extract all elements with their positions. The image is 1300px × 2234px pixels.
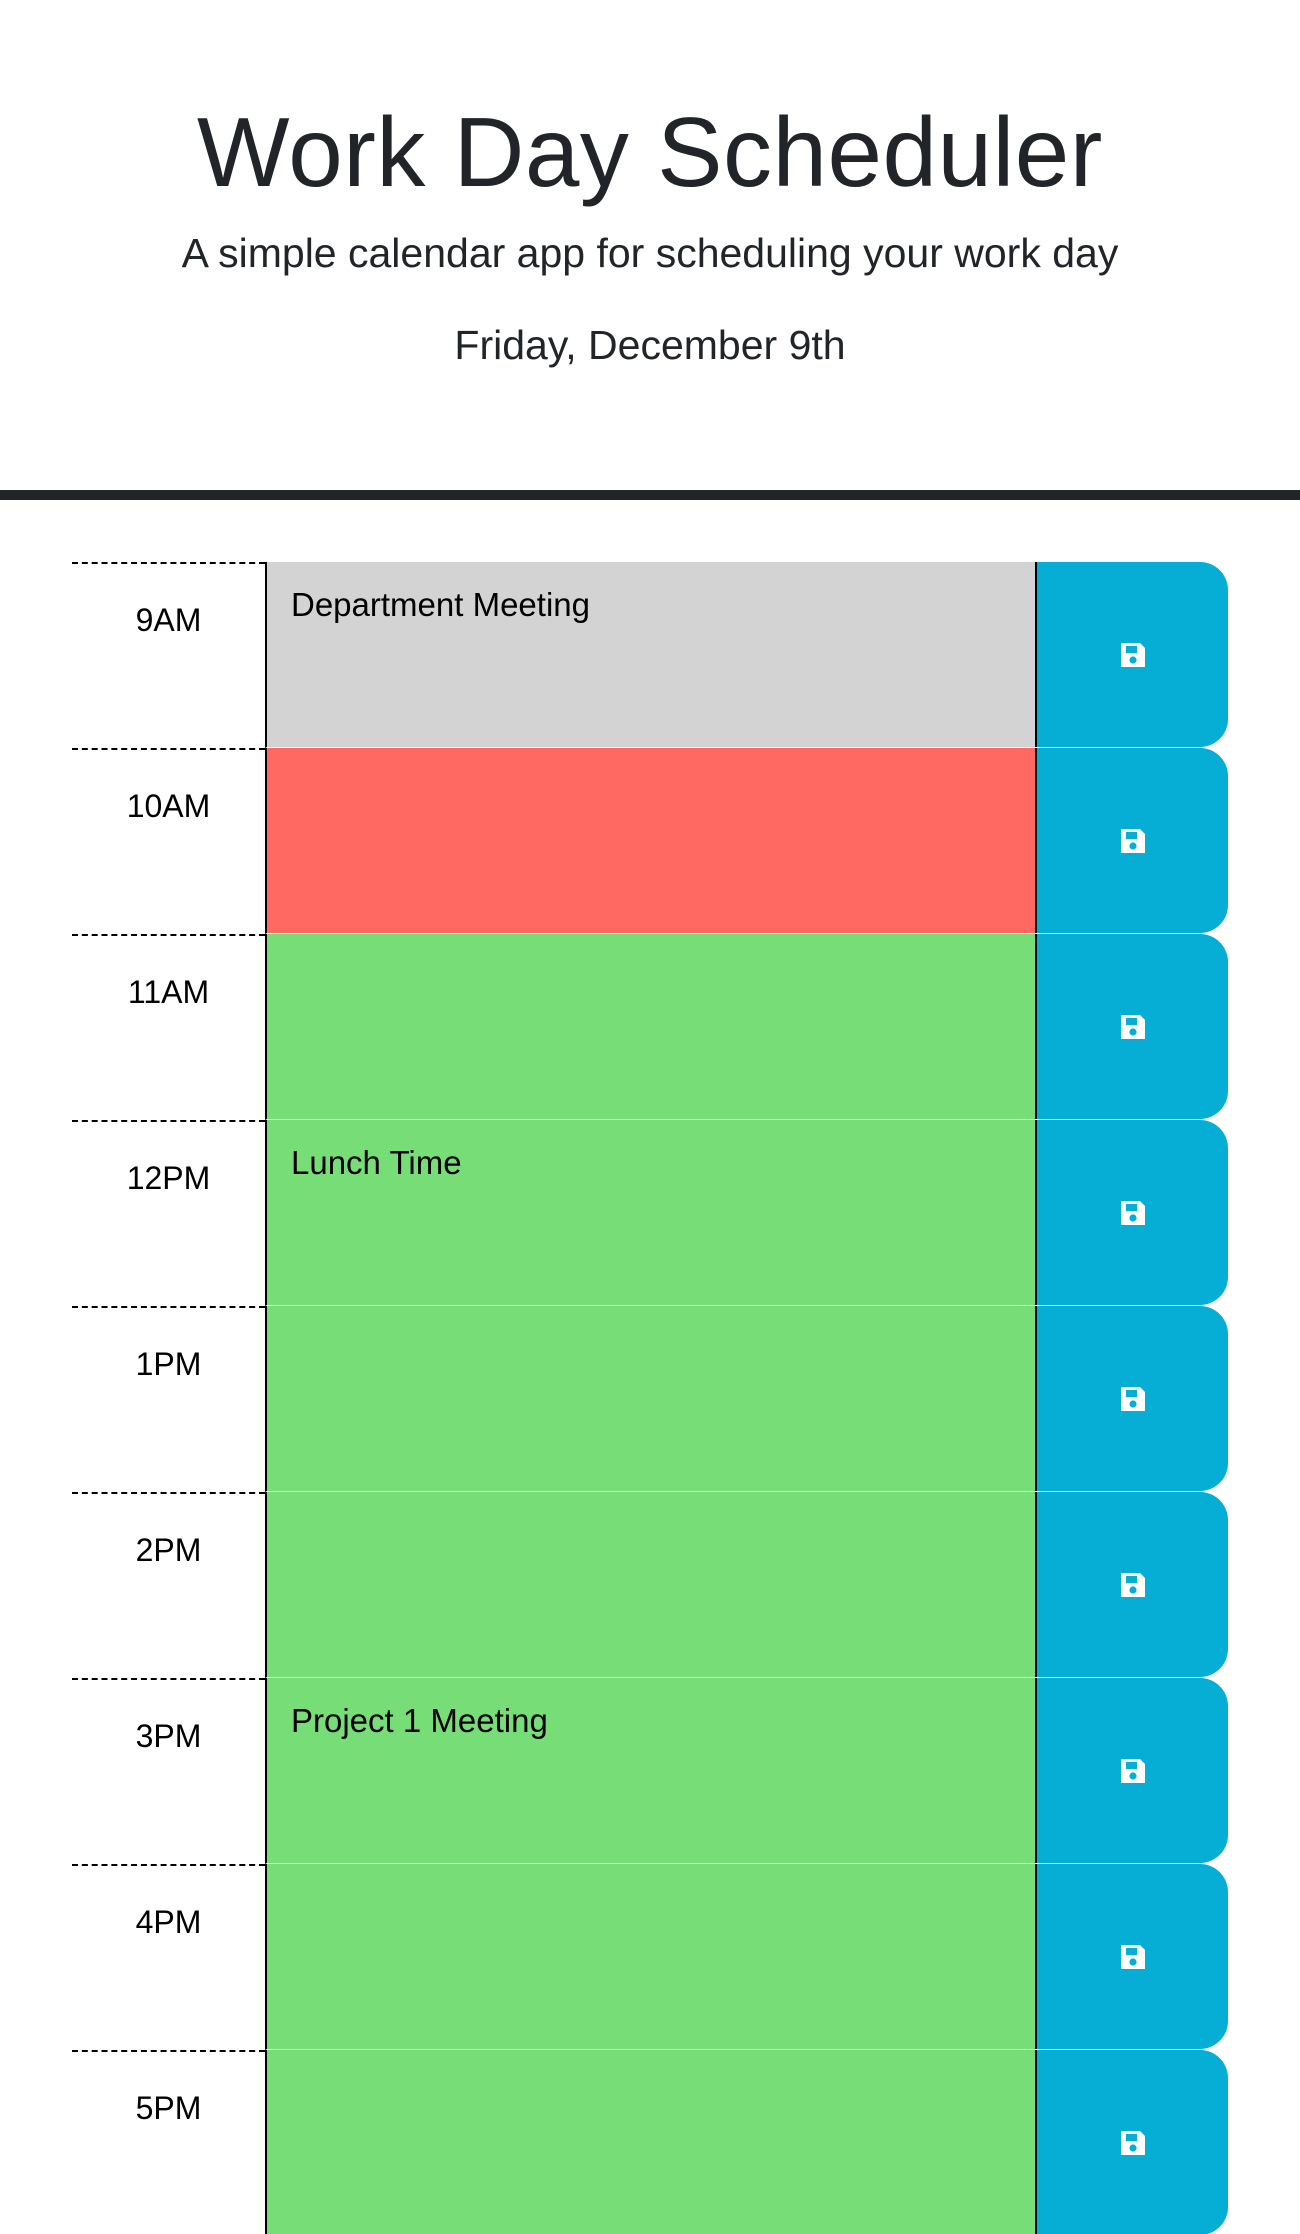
time-block: 1PM [72,1306,1228,1492]
hour-label: 2PM [72,1492,265,1678]
page-subtitle: A simple calendar app for scheduling you… [181,230,1119,276]
event-description-input[interactable] [265,1306,1037,1492]
event-description-input[interactable] [265,1492,1037,1678]
save-button[interactable] [1035,1120,1228,1305]
schedule-container: 9AM Department Meeting 10AM 11AM 12PM Lunch T… [72,562,1228,2234]
event-description-input[interactable] [265,1864,1037,2050]
save-button[interactable] [1035,934,1228,1119]
hour-label: 4PM [72,1864,265,2050]
hour-label: 11AM [72,934,265,1120]
time-block: 3PM Project 1 Meeting [72,1678,1228,1864]
save-icon [1118,1384,1148,1414]
save-button[interactable] [1035,1492,1228,1677]
event-description-input[interactable] [265,2050,1037,2234]
event-description-input[interactable]: Lunch Time [265,1120,1037,1306]
time-block: 10AM [72,748,1228,934]
time-block: 2PM [72,1492,1228,1678]
hour-label: 1PM [72,1306,265,1492]
save-icon [1118,1942,1148,1972]
time-block: 12PM Lunch Time [72,1120,1228,1306]
save-button[interactable] [1035,1864,1228,2049]
current-day: Friday, December 9th [454,322,846,368]
time-block: 5PM [72,2050,1228,2234]
save-icon [1118,1012,1148,1042]
page-title: Work Day Scheduler [197,97,1103,207]
hour-label: 10AM [72,748,265,934]
save-button[interactable] [1035,748,1228,933]
time-block: 4PM [72,1864,1228,2050]
save-button[interactable] [1035,1678,1228,1863]
hour-label: 9AM [72,562,265,748]
hour-label: 12PM [72,1120,265,1306]
event-description-input[interactable] [265,748,1037,934]
save-icon [1118,1756,1148,1786]
event-description-input[interactable]: Project 1 Meeting [265,1678,1037,1864]
save-button[interactable] [1035,2050,1228,2234]
time-block: 11AM [72,934,1228,1120]
save-icon [1118,2128,1148,2158]
save-button[interactable] [1035,1306,1228,1491]
save-icon [1118,826,1148,856]
event-description-input[interactable]: Department Meeting [265,562,1037,748]
save-icon [1118,640,1148,670]
hour-label: 3PM [72,1678,265,1864]
save-button[interactable] [1035,562,1228,747]
time-block: 9AM Department Meeting [72,562,1228,748]
save-icon [1118,1198,1148,1228]
header: Work Day Scheduler A simple calendar app… [0,0,1300,500]
save-icon [1118,1570,1148,1600]
hour-label: 5PM [72,2050,265,2234]
event-description-input[interactable] [265,934,1037,1120]
